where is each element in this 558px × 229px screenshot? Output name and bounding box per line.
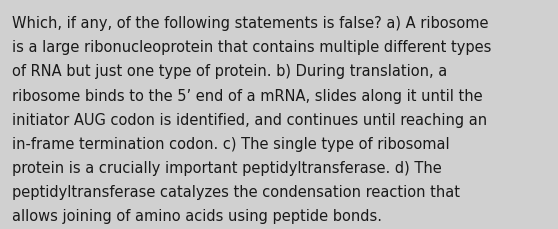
Text: is a large ribonucleoprotein that contains multiple different types: is a large ribonucleoprotein that contai… [12,40,492,55]
Text: of RNA but just one type of protein. b) During translation, a: of RNA but just one type of protein. b) … [12,64,448,79]
Text: initiator AUG codon is identified, and continues until reaching an: initiator AUG codon is identified, and c… [12,112,487,127]
Text: in-frame termination codon. c) The single type of ribosomal: in-frame termination codon. c) The singl… [12,136,450,151]
Text: ribosome binds to the 5’ end of a mRNA, slides along it until the: ribosome binds to the 5’ end of a mRNA, … [12,88,483,103]
Text: peptidyltransferase catalyzes the condensation reaction that: peptidyltransferase catalyzes the conden… [12,184,460,199]
Text: protein is a crucially important peptidyltransferase. d) The: protein is a crucially important peptidy… [12,160,442,175]
Text: Which, if any, of the following statements is false? a) A ribosome: Which, if any, of the following statemen… [12,16,489,31]
Text: allows joining of amino acids using peptide bonds.: allows joining of amino acids using pept… [12,208,382,223]
